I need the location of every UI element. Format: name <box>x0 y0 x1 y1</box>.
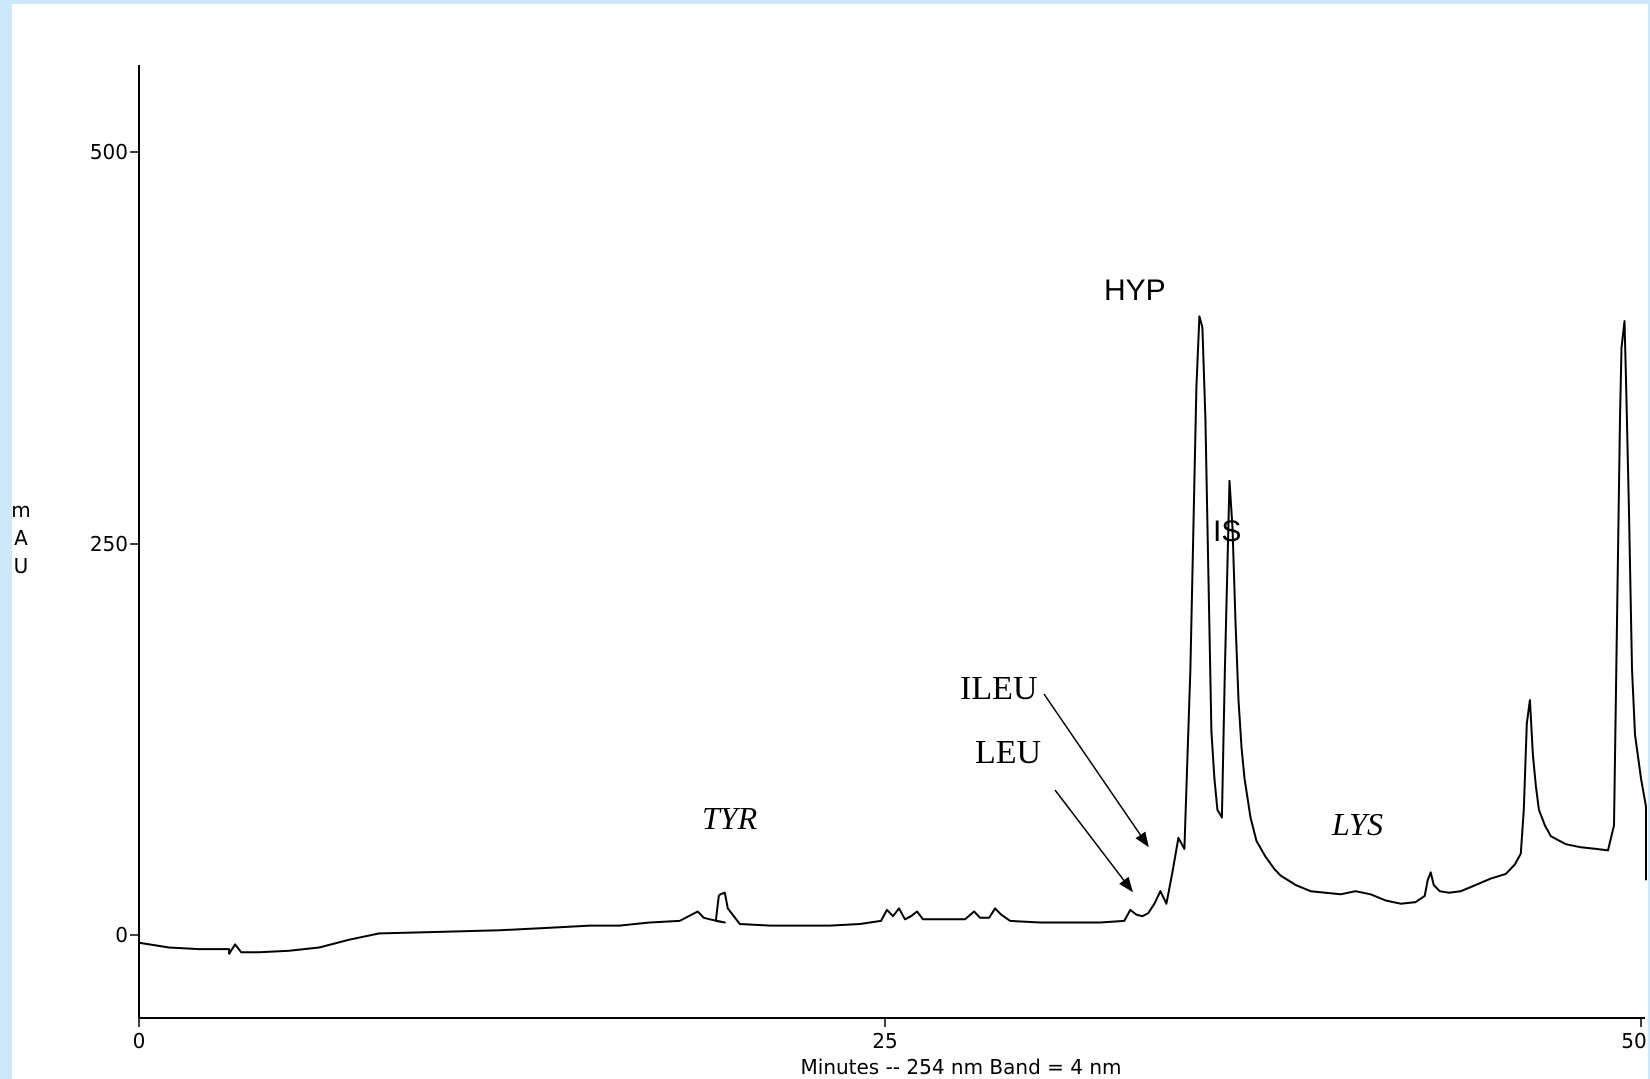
y-tick-label-0: 0 <box>115 923 128 947</box>
y-tick-label-250: 250 <box>90 532 128 556</box>
peak-label-leu: LEU <box>975 734 1041 771</box>
plot-area <box>12 4 1648 1079</box>
leu-arrow <box>1054 789 1133 893</box>
x-tick-label-50: 50 <box>1621 1029 1646 1053</box>
y-axis-title-char-u: U <box>14 554 29 578</box>
x-tick-label-0: 0 <box>133 1029 146 1053</box>
peak-label-is: IS <box>1213 515 1241 548</box>
peak-label-hyp: HYP <box>1104 274 1166 307</box>
peak-label-tyr: TYR <box>702 800 758 836</box>
x-axis-title: Minutes -- 254 nm Band = 4 nm <box>801 1055 1122 1079</box>
chromatogram-trace <box>138 315 1647 955</box>
y-axis-title-char-a: A <box>14 526 28 550</box>
x-tick-label-25: 25 <box>872 1029 897 1053</box>
peak-label-lys: LYS <box>1331 806 1383 842</box>
y-tick-label-500: 500 <box>90 140 128 164</box>
peak-label-ileu: ILEU <box>960 670 1037 707</box>
y-axis-title-char-m: m <box>11 498 30 522</box>
ileu-arrow <box>1043 693 1149 848</box>
